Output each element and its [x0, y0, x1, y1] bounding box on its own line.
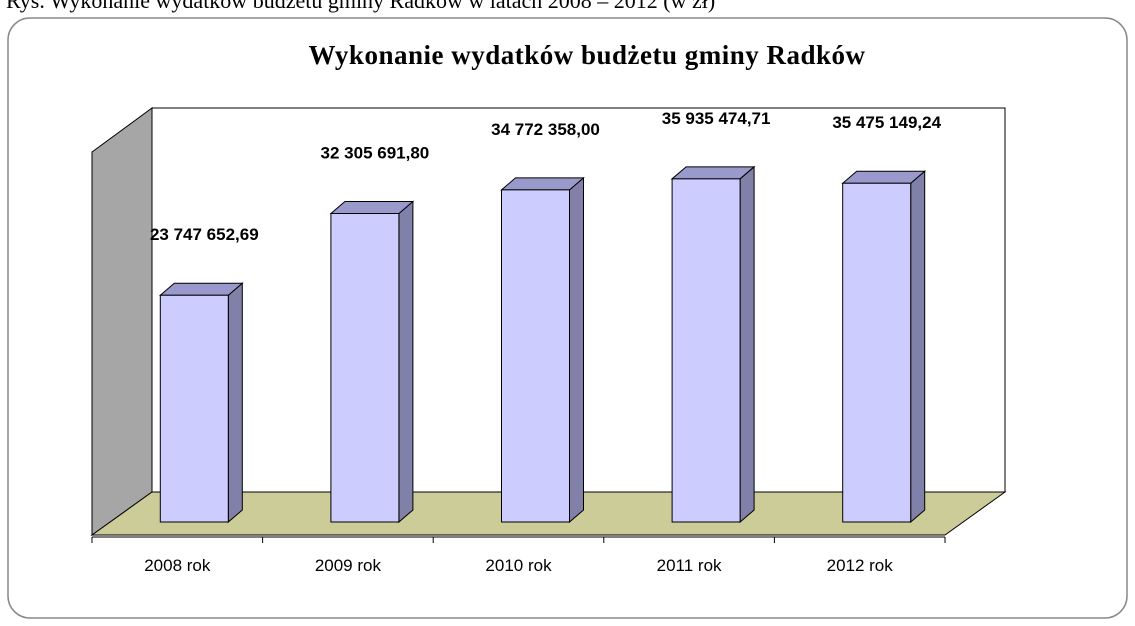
value-label: 23 747 652,69 [150, 225, 259, 244]
bar [841, 170, 927, 524]
bar-side [739, 165, 755, 524]
bar-side [569, 176, 584, 524]
bar-top [500, 177, 585, 191]
bar-front [842, 182, 912, 523]
value-label: 35 475 149,24 [832, 113, 941, 132]
bar [500, 176, 585, 524]
x-tick-label: 2011 rok [657, 556, 722, 575]
x-tick-label: 2008 rok [144, 556, 211, 575]
bar-side [227, 282, 243, 524]
value-label: 32 305 691,80 [321, 143, 430, 162]
bar-top [329, 200, 415, 214]
bar-side [398, 200, 414, 524]
bar-front [501, 189, 570, 523]
bar [158, 282, 244, 524]
chart-title: Wykonanie wydatków budżetu gminy Radków [308, 40, 865, 70]
bar-side [910, 170, 926, 524]
x-tick-label: 2012 rok [827, 556, 894, 575]
side-wall [91, 107, 153, 536]
x-tick-label: 2010 rok [485, 556, 552, 575]
value-label: 35 935 474,71 [662, 109, 771, 128]
bar [670, 165, 756, 524]
bar-top [670, 166, 756, 180]
bar [329, 200, 415, 524]
caption: Rys. Wykonanie wydatków budżetu gminy Ra… [6, 0, 715, 13]
bar-front [159, 294, 229, 523]
bar-top [158, 282, 244, 296]
bar-front [671, 178, 741, 523]
value-label: 34 772 358,00 [491, 120, 600, 139]
x-tick-label: 2009 rok [315, 556, 382, 575]
bar-top [841, 170, 927, 184]
bar-front [330, 212, 400, 523]
